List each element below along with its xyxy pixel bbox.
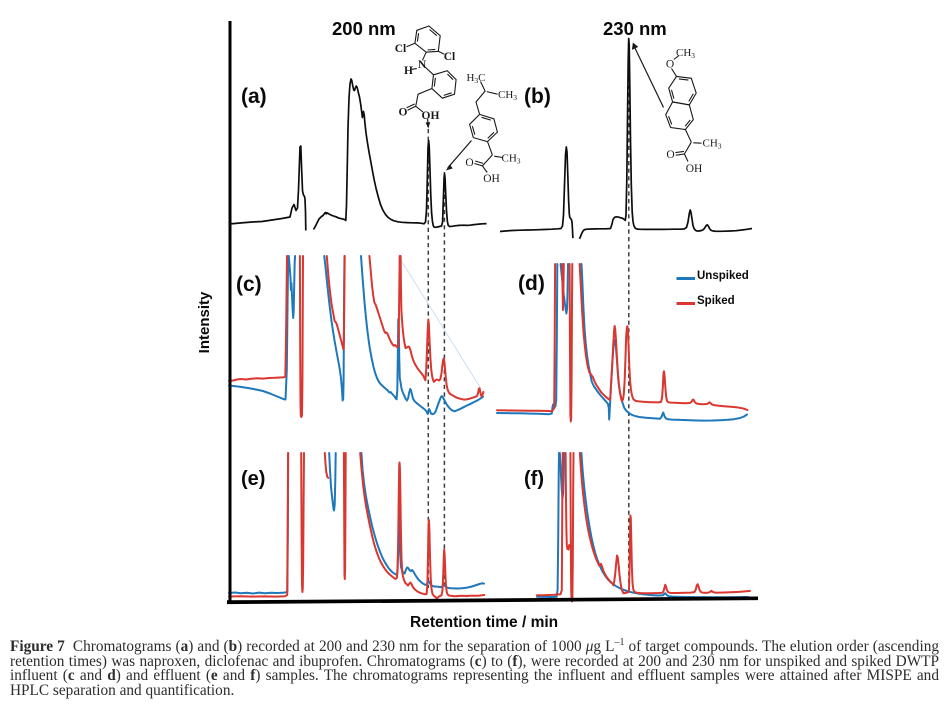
svg-text:H: H [404,65,413,77]
svg-text:OH: OH [483,173,500,185]
svg-text:O: O [465,157,473,169]
svg-text:OH: OH [686,163,703,175]
svg-text:Cl: Cl [395,43,407,55]
svg-text:N: N [418,59,427,71]
svg-text:CH3: CH3 [501,153,520,166]
svg-text:O: O [399,107,408,119]
svg-text:O: O [666,149,674,161]
svg-text:Cl: Cl [444,51,456,63]
svg-text:CH3: CH3 [702,138,721,151]
svg-text:O: O [666,59,674,71]
svg-text:CH3: CH3 [676,47,695,60]
svg-text:H3C: H3C [466,72,485,85]
svg-text:CH3: CH3 [498,89,517,102]
svg-text:OH: OH [422,110,440,122]
